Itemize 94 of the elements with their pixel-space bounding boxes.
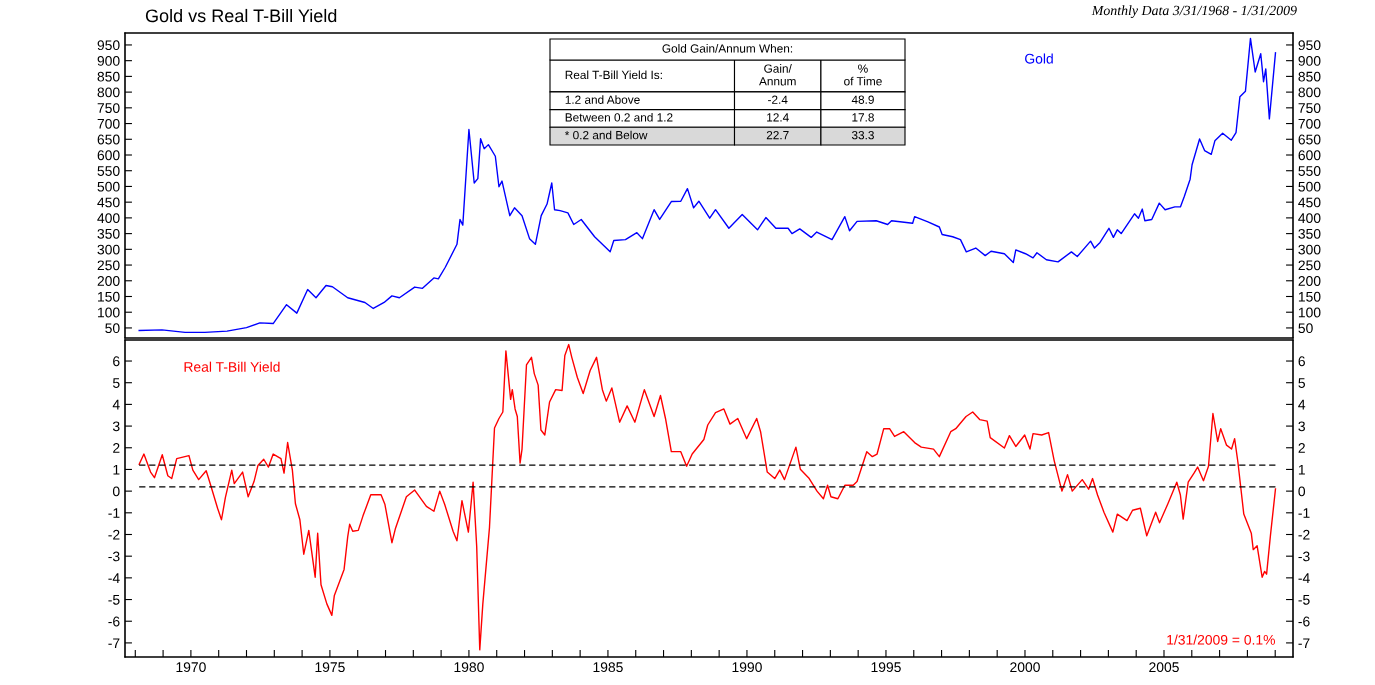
y2-tick-label: 650	[1298, 134, 1321, 145]
y-tick-label: 700	[97, 118, 120, 129]
y2-tick-label: 900	[1298, 56, 1321, 66]
y2-tick-label: 750	[1298, 103, 1321, 113]
y2-tick-label: -6	[1298, 616, 1310, 627]
y-tick-label: -1	[108, 508, 120, 518]
x-tick-label: 1975	[315, 662, 345, 673]
y-tick-label: 300	[97, 244, 120, 255]
y2-tick-label: 6	[1298, 356, 1305, 367]
annotation: % of Time	[844, 64, 882, 86]
y2-tick-label: -4	[1298, 573, 1310, 583]
y2-tick-label: 0	[1298, 486, 1306, 497]
y-tick-label: 950	[97, 40, 120, 51]
annotation: 48.9	[851, 95, 874, 104]
y2-tick-label: -2	[1298, 529, 1310, 540]
y-tick-label: 450	[97, 197, 120, 208]
y-tick-label: 500	[97, 181, 120, 192]
y2-tick-label: 1	[1298, 464, 1305, 475]
y-tick-label: 3	[112, 421, 120, 432]
y2-tick-label: 550	[1298, 166, 1321, 176]
annotation: 1.2 and Above	[565, 95, 640, 104]
annotation: 17.8	[852, 113, 874, 122]
y-tick-label: 4	[112, 399, 120, 410]
annotation: Between 0.2 and 1.2	[565, 112, 673, 122]
y-tick-label: -5	[108, 595, 120, 605]
annotation: * 0.2 and Below	[564, 130, 648, 140]
y-tick-label: 100	[98, 307, 120, 318]
y2-tick-label: -5	[1298, 595, 1310, 605]
annotation: Gain/ Annum	[759, 64, 796, 86]
text: Real T-Bill Yield	[184, 361, 280, 372]
y2-tick-label: -3	[1298, 551, 1310, 562]
y2-tick-label: 5	[1298, 378, 1305, 388]
y-tick-label: -3	[108, 551, 120, 562]
y2-tick-label: 850	[1298, 71, 1321, 82]
y-tick-label: -4	[108, 573, 120, 583]
annotation: Gold Gain/Annum When:	[662, 44, 793, 53]
y2-tick-label: -7	[1298, 638, 1310, 648]
y2-tick-label: -1	[1298, 508, 1310, 518]
y-tick-label: -2	[108, 529, 120, 540]
y-tick-label: 550	[97, 166, 120, 176]
y-tick-label: 200	[97, 276, 120, 286]
y-tick-label: 5	[112, 378, 120, 388]
y2-tick-label: 300	[1298, 244, 1321, 255]
y-tick-label: 2	[113, 443, 120, 453]
x-tick-label: 1980	[454, 662, 484, 673]
line-series	[138, 343, 1277, 651]
y2-tick-label: 50	[1298, 323, 1313, 334]
annotation: Real T-Bill Yield Is:	[565, 70, 662, 80]
y2-tick-label: 700	[1298, 118, 1321, 129]
y-tick-label: 1	[113, 464, 120, 475]
annotation: 33.3	[851, 130, 874, 140]
y-tick-label: 900	[97, 56, 120, 66]
y2-tick-label: 200	[1298, 276, 1321, 286]
x-tick-label: 1985	[593, 662, 623, 673]
y-tick-label: 6	[113, 356, 120, 367]
annotation: 22.7	[766, 130, 789, 140]
y-tick-label: 250	[97, 260, 120, 271]
y-tick-label: 350	[97, 228, 120, 239]
y2-tick-label: 800	[1298, 87, 1321, 98]
y2-tick-label: 3	[1298, 421, 1305, 432]
y2-tick-label: 450	[1298, 197, 1321, 208]
y2-tick-label: 2	[1298, 443, 1305, 453]
text: Gold	[1025, 53, 1053, 64]
y-tick-label: 50	[105, 323, 120, 334]
annotation: 12.4	[767, 113, 789, 122]
x-tick-label: 1970	[176, 662, 206, 673]
y2-tick-label: 150	[1298, 291, 1321, 302]
chart-title: Gold vs Real T-Bill Yield	[145, 8, 337, 23]
y-tick-label: 600	[97, 150, 120, 161]
y-tick-label: 850	[97, 71, 120, 82]
y-tick-label: 400	[97, 213, 120, 224]
y-tick-label: -7	[108, 638, 120, 648]
y-tick-label: -6	[108, 616, 120, 627]
y2-tick-label: 400	[1298, 213, 1321, 224]
annotation: -2.4	[768, 95, 788, 104]
x-tick-label: 2005	[1149, 662, 1179, 673]
y2-tick-label: 600	[1298, 150, 1321, 161]
line-series	[138, 37, 1277, 334]
chart-subtitle: Monthly Data 3/31/1968 - 1/31/2009	[1091, 5, 1297, 18]
y2-tick-label: 250	[1298, 260, 1321, 271]
y2-tick-label: 350	[1298, 228, 1321, 239]
x-tick-label: 2000	[1010, 662, 1040, 673]
annotation: 1/31/2009 = 0.1%	[1167, 634, 1275, 645]
y-tick-label: 750	[97, 103, 120, 113]
y2-tick-label: 4	[1298, 399, 1306, 410]
y2-tick-label: 950	[1298, 40, 1321, 51]
y-tick-label: 800	[97, 87, 120, 98]
x-tick-label: 1995	[871, 662, 901, 673]
x-tick-label: 1990	[732, 662, 762, 673]
y-tick-label: 650	[97, 134, 120, 145]
y-tick-label: 0	[112, 486, 120, 497]
y2-tick-label: 500	[1298, 181, 1321, 192]
y-tick-label: 150	[98, 291, 120, 302]
y2-tick-label: 100	[1298, 307, 1321, 318]
